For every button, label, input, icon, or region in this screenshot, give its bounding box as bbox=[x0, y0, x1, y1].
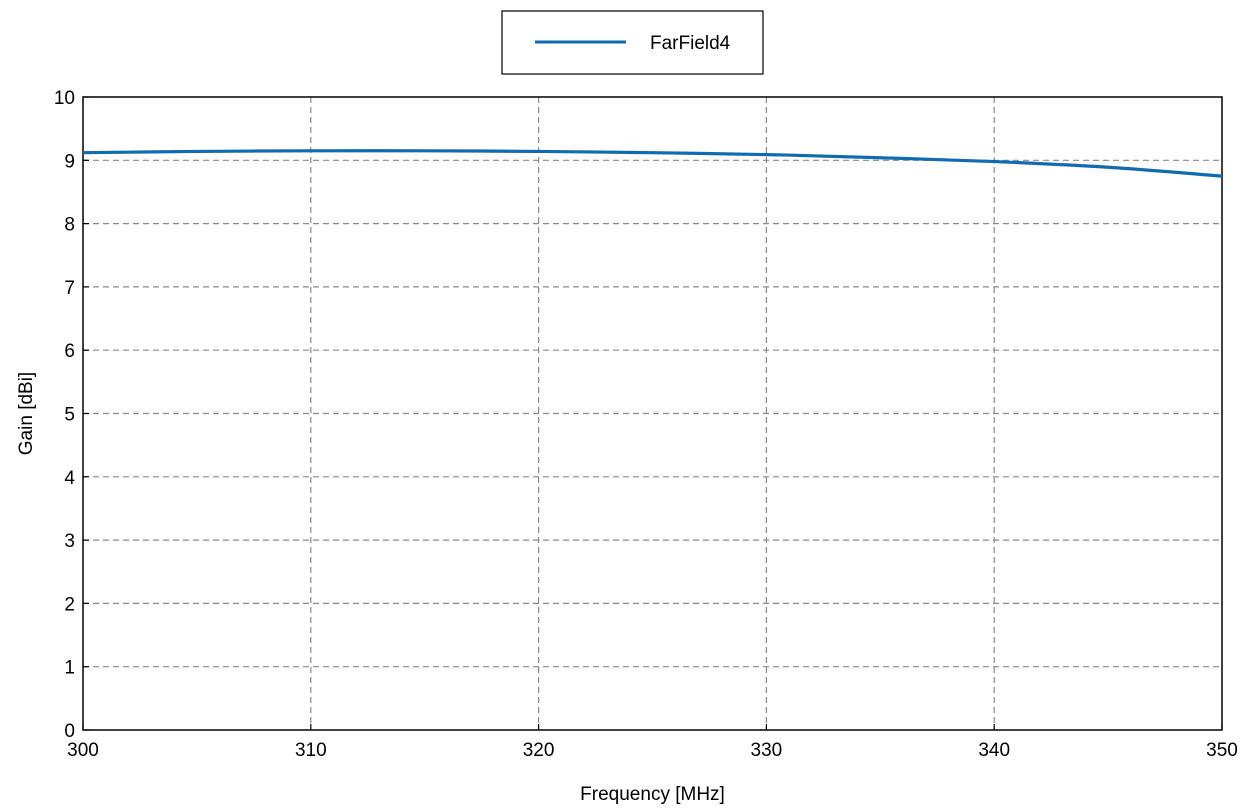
y-tick-label: 9 bbox=[64, 151, 75, 172]
x-tick-label: 350 bbox=[1206, 740, 1238, 761]
y-tick-label: 8 bbox=[64, 215, 75, 236]
y-tick-label: 4 bbox=[64, 468, 75, 489]
series-line-farfield4 bbox=[82, 149, 1223, 178]
y-tick-label: 7 bbox=[64, 278, 75, 299]
x-axis-label: Frequency [MHz] bbox=[580, 784, 725, 805]
y-tick-labels: 0 1 2 3 4 5 6 7 8 9 10 bbox=[54, 88, 76, 742]
y-tick-label: 2 bbox=[64, 594, 75, 615]
x-tick-labels: 300 310 320 330 340 350 bbox=[67, 740, 1238, 761]
y-tick-label: 6 bbox=[64, 341, 75, 362]
y-tick-label: 10 bbox=[54, 88, 75, 109]
y-axis-label: Gain [dBi] bbox=[16, 372, 37, 455]
y-tick-label: 1 bbox=[64, 658, 75, 679]
legend-label: FarField4 bbox=[650, 33, 731, 54]
legend: FarField4 bbox=[501, 10, 764, 75]
series-lines bbox=[82, 149, 1223, 178]
y-tick-label: 0 bbox=[64, 721, 75, 742]
tick-marks bbox=[82, 96, 1223, 731]
y-tick-label: 3 bbox=[64, 531, 75, 552]
x-tick-label: 320 bbox=[523, 740, 555, 761]
x-tick-label: 340 bbox=[978, 740, 1010, 761]
x-tick-label: 310 bbox=[295, 740, 327, 761]
x-tick-label: 300 bbox=[67, 740, 99, 761]
x-tick-label: 330 bbox=[751, 740, 783, 761]
y-tick-label: 5 bbox=[64, 405, 75, 426]
grid bbox=[83, 97, 1222, 730]
